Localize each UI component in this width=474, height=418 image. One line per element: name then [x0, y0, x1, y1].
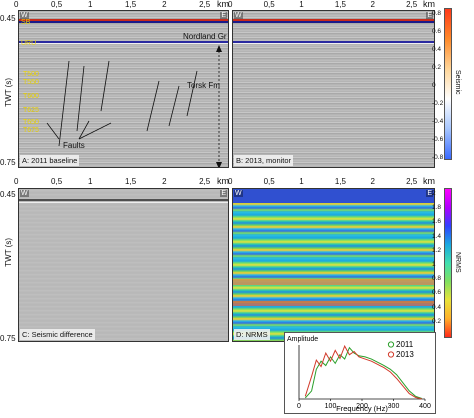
panel-a-seismic: W E SB URU T500 T550 T600 T625 T650 T675…	[18, 10, 229, 168]
colorbar-tick: 0.4	[432, 46, 442, 53]
series-line-2013	[304, 344, 422, 400]
x-tick: 0,5	[263, 0, 275, 9]
colorbar-tick: 1.2	[432, 246, 442, 254]
x-unit: km	[217, 176, 229, 186]
corner-w-b: W	[234, 12, 243, 19]
x-tick: 0,5	[51, 177, 63, 186]
torsk-label: Torsk Fm	[187, 81, 220, 90]
colorbar-tick: 1.6	[432, 218, 442, 226]
y-axis-label-top: TWT (s)	[4, 78, 13, 107]
x-tick: 2,5	[199, 177, 211, 186]
legend-label-2011: 2011	[396, 340, 414, 349]
x-tick: 0,5	[51, 0, 63, 9]
nrms-colorbar-label: NRMS	[454, 252, 461, 273]
nordland-label: Nordland Gr	[183, 32, 227, 41]
x-tick: 0,5	[263, 177, 275, 186]
corner-e-c: E	[220, 190, 227, 197]
x-tick: 1	[88, 177, 93, 186]
x-unit: km	[423, 176, 435, 186]
x-tick: 2,5	[199, 0, 211, 9]
y-tick-top-c: 0.45	[0, 190, 16, 199]
legend-label-2013: 2013	[396, 350, 414, 359]
colorbar-tick: 0.2	[432, 64, 442, 71]
horizon-label-sb: SB	[21, 19, 31, 26]
colorbar-tick: 0.6	[432, 28, 442, 35]
spectrum-ylabel: Amplitude	[287, 336, 318, 343]
panel-d-nrms: W E D: NRMS	[232, 188, 435, 342]
legend-marker-2013	[387, 351, 395, 358]
y-tick-bottom-c: 0.75	[0, 334, 16, 343]
nrms-colorbar	[444, 188, 452, 338]
panel-c-difference: W E C: Seismic difference	[18, 188, 229, 342]
horizon-label-t600: T600	[23, 93, 39, 100]
x-tick: 2	[162, 0, 167, 9]
faults-label: Faults	[63, 141, 85, 150]
colorbar-tick: 0.4	[432, 303, 442, 311]
horizon-label-t625: T625	[23, 107, 39, 114]
x-tick: 0	[228, 0, 233, 9]
x-unit: km	[423, 0, 435, 9]
corner-w-a: W	[20, 12, 29, 19]
colorbar-tick: -0.8	[432, 154, 444, 161]
colorbar-tick: 1	[432, 261, 436, 268]
horizon-label-t650: T650	[23, 119, 39, 126]
x-tick: 2	[370, 177, 375, 186]
colorbar-tick: 1.4	[432, 232, 442, 240]
x-tick: 1	[88, 0, 93, 9]
spectrum-inset: 0 100 200 300 400 Amplitude Frequency (Hz) 2011…	[284, 332, 436, 414]
panel-b-seismic: W E B: 2013, monitor	[232, 10, 435, 168]
x-tick: 1,5	[334, 0, 346, 9]
colorbar-tick: 1.8	[432, 204, 442, 212]
spectrum-x-tick: 100	[325, 403, 337, 410]
spectrum-xlabel: Frequency (Hz)	[336, 404, 388, 413]
panel-a-label: A: 2011 baseline	[20, 155, 80, 166]
colorbar-tick: -0.4	[432, 118, 444, 125]
y-tick-bottom-a: 0.75	[0, 158, 16, 167]
seismic-colorbar-label: Seismic	[454, 70, 461, 95]
y-tick-top-a: 0.45	[0, 14, 16, 23]
panel-d-label: D: NRMS	[234, 329, 270, 340]
horizon-label-t675: T675	[23, 127, 39, 134]
legend-marker-2011	[387, 341, 395, 348]
x-tick: 0	[228, 177, 233, 186]
colorbar-tick: 2	[432, 190, 436, 197]
colorbar-tick: 0.8	[432, 275, 442, 283]
spectrum-x-tick: 400	[419, 403, 431, 410]
corner-e-a: E	[220, 12, 227, 19]
spectrum-x-tick: 300	[388, 403, 400, 410]
x-tick: 0	[14, 0, 19, 9]
spectrum-chart: 0 100 200 300 400 Amplitude Frequency (Hz) 2011…	[287, 336, 431, 413]
corner-e-d: E	[426, 190, 433, 197]
horizon-label-t500: T500	[23, 71, 39, 78]
colorbar-tick: 0	[432, 82, 436, 89]
seismic-colorbar	[444, 8, 452, 160]
colorbar-tick: 0.2	[432, 317, 442, 325]
panel-c-label: C: Seismic difference	[20, 329, 95, 340]
spectrum-x-tick: 0	[297, 403, 301, 410]
horizon-label-t550: T550	[23, 79, 39, 86]
colorbar-tick: 0.6	[432, 289, 442, 297]
corner-w-d: W	[234, 190, 243, 197]
colorbar-tick: 0.8	[432, 10, 442, 17]
y-axis-label-bottom: TWT (s)	[4, 238, 13, 267]
x-tick: 2	[370, 0, 375, 9]
x-tick: 2,5	[406, 0, 418, 9]
x-tick: 1,5	[334, 177, 346, 186]
corner-e-b: E	[426, 12, 433, 19]
horizon-label-uru: URU	[21, 40, 37, 47]
x-tick: 0	[14, 177, 19, 186]
spectrum-x-tick: 200	[356, 403, 368, 410]
x-tick: 2,5	[406, 177, 418, 186]
colorbar-tick: -0.2	[432, 100, 444, 107]
x-tick: 1,5	[125, 177, 137, 186]
x-unit: km	[217, 0, 229, 9]
x-tick: 1,5	[125, 0, 137, 9]
x-tick: 2	[162, 177, 167, 186]
corner-w-c: W	[20, 190, 29, 197]
x-tick: 1	[299, 177, 304, 186]
fault-lines	[46, 45, 222, 167]
colorbar-tick: -0.6	[432, 136, 444, 143]
x-tick: 1	[299, 0, 304, 9]
panel-b-label: B: 2013, monitor	[234, 155, 294, 166]
